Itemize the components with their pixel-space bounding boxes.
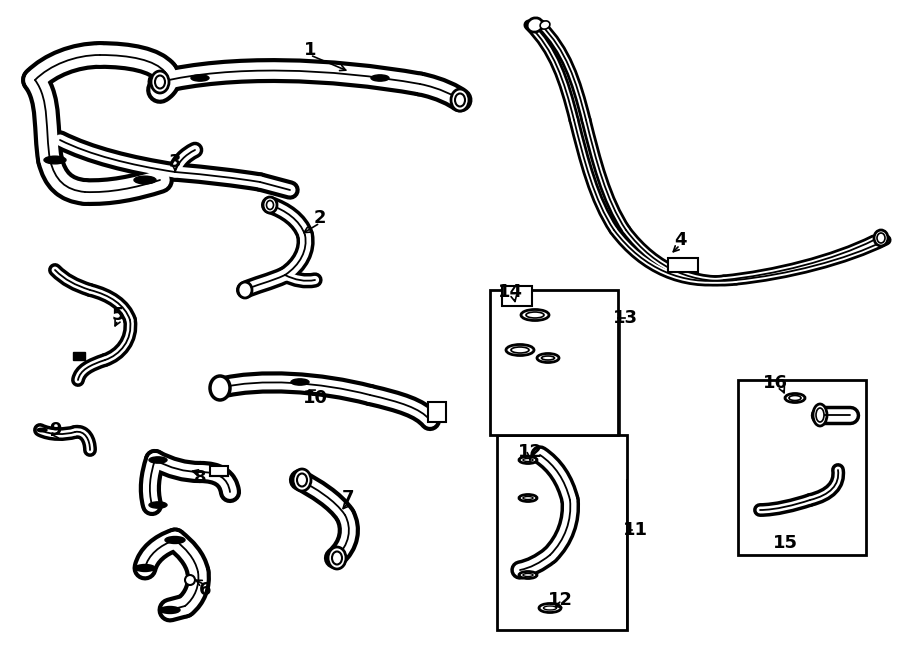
Ellipse shape: [291, 379, 309, 385]
Bar: [428, 402, 446, 422]
Bar: [73, 352, 85, 360]
Ellipse shape: [813, 404, 827, 426]
Ellipse shape: [789, 395, 801, 401]
Text: 3: 3: [169, 153, 181, 171]
Text: 4: 4: [674, 231, 686, 249]
Ellipse shape: [37, 428, 47, 432]
Ellipse shape: [328, 554, 346, 560]
Ellipse shape: [537, 354, 559, 362]
Ellipse shape: [371, 75, 389, 81]
Ellipse shape: [451, 89, 469, 111]
Ellipse shape: [293, 469, 311, 491]
Ellipse shape: [149, 502, 167, 508]
Ellipse shape: [151, 71, 169, 93]
Ellipse shape: [455, 93, 465, 106]
Text: 10: 10: [302, 389, 328, 407]
Ellipse shape: [544, 606, 556, 610]
Ellipse shape: [293, 477, 311, 483]
Ellipse shape: [185, 575, 195, 585]
Ellipse shape: [877, 233, 885, 243]
Ellipse shape: [523, 574, 533, 576]
Text: 7: 7: [342, 489, 355, 507]
Ellipse shape: [165, 537, 185, 543]
Ellipse shape: [160, 607, 180, 613]
Ellipse shape: [519, 572, 537, 578]
Ellipse shape: [540, 21, 550, 29]
Ellipse shape: [210, 376, 230, 400]
Ellipse shape: [191, 75, 209, 81]
Text: 12: 12: [547, 591, 572, 609]
Text: 12: 12: [518, 443, 543, 461]
Text: 11: 11: [623, 521, 647, 539]
Text: 1: 1: [304, 41, 316, 59]
Bar: [490, 290, 618, 435]
Ellipse shape: [266, 200, 274, 210]
Ellipse shape: [328, 547, 346, 569]
Ellipse shape: [135, 564, 155, 572]
Text: 13: 13: [613, 309, 637, 327]
Ellipse shape: [263, 197, 277, 213]
Ellipse shape: [523, 459, 533, 461]
Ellipse shape: [511, 347, 529, 353]
Text: 5: 5: [112, 306, 124, 324]
Ellipse shape: [521, 309, 549, 321]
Text: 6: 6: [199, 581, 212, 599]
Ellipse shape: [44, 156, 66, 164]
Ellipse shape: [523, 496, 533, 500]
Ellipse shape: [539, 603, 561, 613]
Ellipse shape: [874, 230, 888, 246]
Ellipse shape: [155, 75, 165, 89]
Ellipse shape: [238, 282, 252, 298]
Ellipse shape: [785, 393, 805, 403]
Text: 8: 8: [194, 469, 206, 487]
Bar: [497, 435, 627, 630]
Ellipse shape: [332, 551, 342, 564]
Ellipse shape: [526, 312, 544, 318]
Text: 9: 9: [49, 421, 61, 439]
Bar: [668, 258, 698, 272]
Ellipse shape: [149, 457, 167, 463]
Ellipse shape: [134, 176, 156, 184]
Text: 15: 15: [772, 534, 797, 552]
Ellipse shape: [263, 202, 277, 208]
Text: 14: 14: [498, 283, 523, 301]
Bar: [502, 286, 532, 306]
Ellipse shape: [527, 18, 543, 32]
Bar: [210, 466, 228, 476]
Text: 16: 16: [762, 374, 788, 392]
Text: 2: 2: [314, 209, 326, 227]
Bar: [738, 380, 866, 555]
Ellipse shape: [519, 457, 537, 463]
Ellipse shape: [506, 344, 534, 356]
Ellipse shape: [519, 494, 537, 502]
Ellipse shape: [816, 408, 824, 422]
Ellipse shape: [542, 356, 554, 360]
Ellipse shape: [238, 288, 252, 292]
Ellipse shape: [297, 473, 307, 486]
